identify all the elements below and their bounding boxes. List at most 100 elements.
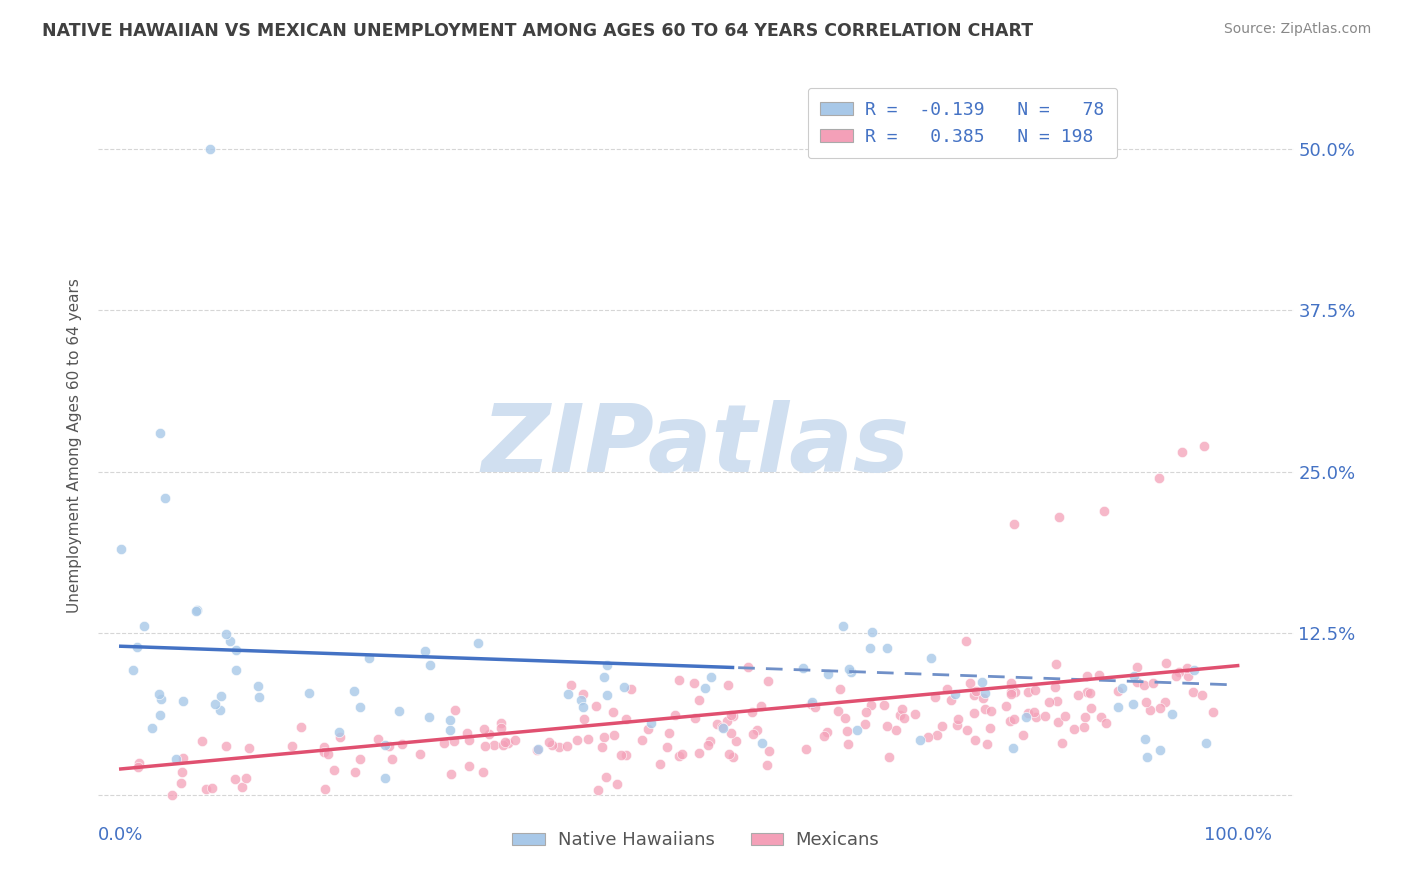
Point	[602, 705, 624, 719]
Point	[904, 706, 927, 721]
Point	[908, 732, 931, 747]
Point	[1004, 685, 1026, 699]
Point	[614, 747, 637, 762]
Point	[591, 739, 613, 754]
Point	[671, 747, 693, 761]
Point	[1015, 710, 1038, 724]
Point	[134, 619, 156, 633]
Point	[700, 670, 723, 684]
Point	[172, 765, 194, 780]
Point	[1166, 669, 1188, 683]
Point	[170, 776, 193, 790]
Point	[1182, 685, 1205, 699]
Point	[965, 684, 987, 698]
Point	[941, 692, 963, 706]
Point	[1122, 697, 1144, 711]
Point	[367, 731, 389, 746]
Point	[1133, 678, 1156, 692]
Point	[596, 688, 619, 702]
Point	[1195, 736, 1218, 750]
Point	[224, 772, 246, 786]
Point	[1011, 729, 1033, 743]
Point	[963, 689, 986, 703]
Point	[1046, 714, 1069, 729]
Point	[1177, 669, 1199, 683]
Point	[717, 678, 740, 692]
Point	[219, 634, 242, 648]
Point	[1033, 708, 1056, 723]
Point	[141, 721, 163, 735]
Point	[613, 680, 636, 694]
Point	[741, 705, 763, 719]
Point	[860, 698, 883, 713]
Point	[194, 781, 217, 796]
Point	[965, 733, 987, 747]
Point	[1000, 676, 1022, 690]
Point	[474, 739, 496, 753]
Point	[209, 690, 232, 704]
Point	[893, 710, 915, 724]
Point	[596, 658, 619, 673]
Point	[349, 700, 371, 714]
Point	[886, 723, 908, 737]
Point	[710, 720, 733, 734]
Y-axis label: Unemployment Among Ages 60 to 64 years: Unemployment Among Ages 60 to 64 years	[67, 278, 83, 614]
Point	[853, 717, 876, 731]
Point	[1045, 680, 1067, 694]
Point	[813, 729, 835, 743]
Point	[1149, 471, 1171, 485]
Point	[1038, 696, 1060, 710]
Point	[998, 714, 1021, 728]
Point	[1171, 445, 1194, 459]
Point	[1002, 516, 1025, 531]
Point	[231, 780, 253, 795]
Legend: Native Hawaiians, Mexicans: Native Hawaiians, Mexicans	[505, 824, 887, 856]
Point	[343, 684, 366, 698]
Point	[247, 690, 270, 705]
Point	[1074, 710, 1097, 724]
Point	[946, 718, 969, 732]
Point	[697, 738, 720, 752]
Point	[889, 707, 911, 722]
Point	[1090, 709, 1112, 723]
Point	[1067, 689, 1090, 703]
Point	[576, 731, 599, 746]
Point	[859, 641, 882, 656]
Point	[191, 733, 214, 747]
Point	[860, 625, 883, 640]
Point	[1175, 661, 1198, 675]
Point	[756, 757, 779, 772]
Point	[408, 747, 430, 761]
Point	[1076, 685, 1098, 699]
Point	[614, 712, 637, 726]
Point	[606, 777, 628, 791]
Point	[959, 676, 981, 690]
Point	[839, 665, 862, 680]
Point	[1050, 735, 1073, 749]
Point	[127, 759, 149, 773]
Point	[186, 603, 208, 617]
Point	[1002, 712, 1025, 726]
Point	[655, 739, 678, 754]
Point	[1017, 706, 1039, 721]
Point	[378, 739, 401, 753]
Point	[443, 703, 465, 717]
Point	[593, 670, 616, 684]
Point	[718, 747, 741, 762]
Point	[110, 542, 132, 557]
Point	[225, 663, 247, 677]
Point	[955, 634, 977, 648]
Point	[834, 711, 856, 725]
Point	[943, 687, 966, 701]
Point	[688, 746, 710, 760]
Point	[149, 691, 172, 706]
Point	[979, 721, 1001, 735]
Point	[235, 771, 257, 785]
Point	[456, 726, 478, 740]
Point	[737, 659, 759, 673]
Point	[1142, 675, 1164, 690]
Point	[1095, 715, 1118, 730]
Point	[682, 676, 704, 690]
Point	[610, 747, 633, 762]
Point	[1153, 695, 1175, 709]
